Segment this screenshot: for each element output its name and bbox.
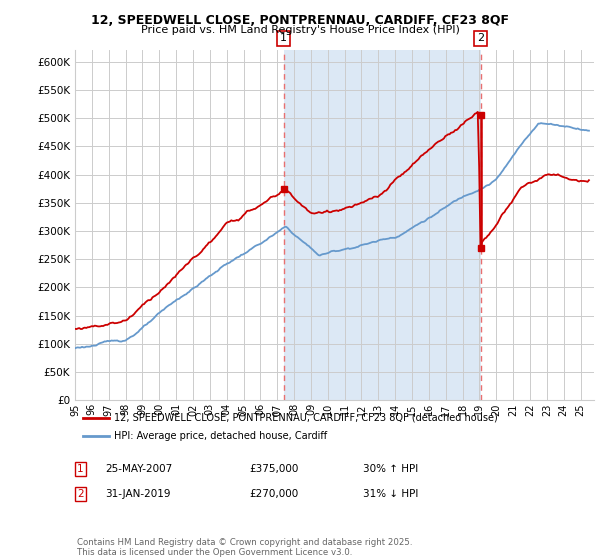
Text: 31-JAN-2019: 31-JAN-2019	[105, 489, 170, 499]
Bar	[284, 50, 481, 400]
Text: 12, SPEEDWELL CLOSE, PONTPRENNAU, CARDIFF, CF23 8QF (detached house): 12, SPEEDWELL CLOSE, PONTPRENNAU, CARDIF…	[114, 413, 497, 423]
Text: 31% ↓ HPI: 31% ↓ HPI	[363, 489, 418, 499]
Text: £270,000: £270,000	[249, 489, 298, 499]
Text: 1: 1	[77, 464, 83, 474]
Text: Contains HM Land Registry data © Crown copyright and database right 2025.
This d: Contains HM Land Registry data © Crown c…	[77, 538, 412, 557]
Text: 12, SPEEDWELL CLOSE, PONTPRENNAU, CARDIFF, CF23 8QF: 12, SPEEDWELL CLOSE, PONTPRENNAU, CARDIF…	[91, 14, 509, 27]
Text: 30% ↑ HPI: 30% ↑ HPI	[363, 464, 418, 474]
Text: 2: 2	[77, 489, 83, 499]
Text: Price paid vs. HM Land Registry's House Price Index (HPI): Price paid vs. HM Land Registry's House …	[140, 25, 460, 35]
Text: 2: 2	[477, 34, 484, 44]
Text: 25-MAY-2007: 25-MAY-2007	[105, 464, 172, 474]
Text: HPI: Average price, detached house, Cardiff: HPI: Average price, detached house, Card…	[114, 431, 327, 441]
Text: 1: 1	[280, 34, 287, 44]
Text: £375,000: £375,000	[249, 464, 298, 474]
